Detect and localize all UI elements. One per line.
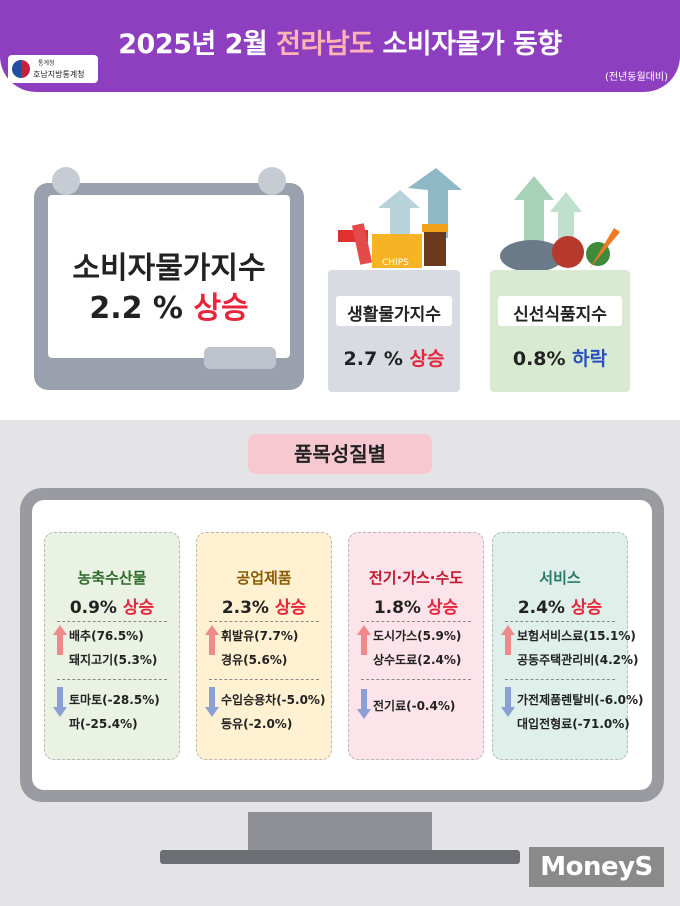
category-rate: 2.4% 상승 (493, 593, 627, 618)
up-arrow-icon (357, 625, 371, 659)
cpi-value: 2.2 % 상승 (34, 283, 304, 327)
living-index-bag: 생활물가지수 2.7 % 상승 (328, 270, 460, 392)
goods-illustration: CHIPS (338, 168, 462, 268)
living-index-label: 생활물가지수 (347, 305, 441, 325)
fresh-food-index-label: 신선식품지수 (513, 305, 607, 325)
rising-item: 보험서비스료(15.1%) (517, 629, 636, 643)
board-screen (48, 195, 290, 358)
falling-item: 대입전형료(-71.0%) (517, 717, 630, 731)
falling-item: 파(-25.4%) (69, 717, 138, 731)
rising-item: 도시가스(5.9%) (373, 629, 462, 643)
svg-text:CHIPS: CHIPS (382, 258, 409, 268)
living-index-direction: 상승 (409, 348, 445, 370)
down-arrow-icon (357, 689, 371, 723)
category-direction: 상승 (426, 598, 459, 618)
category-direction: 상승 (122, 598, 155, 618)
falling-item: 전기료(-0.4%) (373, 699, 456, 713)
dashed-divider (209, 621, 319, 622)
org-name: 호남지방통계청 (33, 70, 85, 79)
cpi-board: 소비자물가지수 2.2 % 상승 (34, 167, 304, 390)
fresh-food-illustration (500, 176, 620, 272)
board-tray (204, 347, 276, 369)
comparison-note: (전년동월대비) (604, 72, 668, 83)
category-rate-value: 0.9% (69, 598, 123, 618)
title-region: 전라남도 (276, 29, 374, 60)
rising-item: 휘발유(7.7%) (221, 629, 299, 643)
category-rate-value: 1.8% (373, 598, 427, 618)
cpi-label: 소비자물가지수 (72, 251, 266, 286)
rising-item: 배추(76.5%) (69, 629, 144, 643)
category-name: 농축수산물 (77, 569, 147, 587)
dashed-divider (57, 679, 167, 680)
down-arrow-icon (53, 687, 67, 721)
rising-item: 상수도료(2.4%) (373, 653, 462, 667)
rising-item: 경유(5.6%) (221, 653, 288, 667)
down-arrow-icon (501, 687, 515, 721)
dashed-divider (361, 679, 471, 680)
fresh-food-index-rate: 0.8% (512, 348, 566, 370)
fresh-food-index-bag: 신선식품지수 0.8% 하락 (490, 270, 630, 392)
category-rate-value: 2.3% (221, 598, 275, 618)
falling-item: 토마토(-28.5%) (69, 693, 160, 707)
cpi-rate: 2.2 % (89, 291, 183, 326)
dashed-divider (209, 679, 319, 680)
cpi-direction: 상승 (193, 291, 249, 326)
up-arrow-icon (53, 625, 67, 659)
org-logo: 통계청 호남지방통계청 (8, 55, 98, 83)
rising-item: 돼지고기(5.3%) (69, 653, 158, 667)
category-rate: 2.3% 상승 (197, 593, 331, 618)
board-hook-icon (52, 167, 80, 195)
living-index-value: 2.7 % 상승 (328, 344, 460, 371)
category-direction: 상승 (570, 598, 603, 618)
category-rate-value: 2.4% (517, 598, 571, 618)
category-name: 공업제품 (236, 569, 292, 587)
dashed-divider (505, 621, 615, 622)
page-title: 2025년 2월 전라남도 소비자물가 동향 (0, 22, 680, 61)
falling-item: 등유(-2.0%) (221, 717, 293, 731)
dashed-divider (505, 679, 615, 680)
falling-item: 수입승용차(-5.0%) (221, 693, 326, 707)
monitor-stand (248, 812, 432, 854)
title-date: 2025년 2월 (118, 29, 268, 60)
category-direction: 상승 (274, 598, 307, 618)
up-arrow-icon (501, 625, 515, 659)
living-index-rate: 2.7 % (343, 348, 403, 370)
org-small-label: 통계청 (38, 60, 55, 67)
fresh-food-index-direction: 하락 (572, 348, 608, 370)
up-arrow-icon (205, 625, 219, 659)
category-rate: 1.8% 상승 (349, 593, 483, 618)
falling-item: 가전제품렌탈비(-6.0%) (517, 693, 644, 707)
header-banner: 2025년 2월 전라남도 소비자물가 동향 통계청 호남지방통계청 (전년동월… (0, 0, 680, 92)
moneys-watermark: MoneyS (529, 847, 664, 887)
category-name: 전기·가스·수도 (368, 569, 464, 587)
rising-item: 공동주택관리비(4.2%) (517, 653, 639, 667)
category-section-title: 품목성질별 (248, 434, 432, 474)
fresh-label-box (498, 296, 622, 326)
title-subject: 소비자물가 동향 (382, 29, 562, 60)
dashed-divider (57, 621, 167, 622)
category-rate: 0.9% 상승 (45, 593, 179, 618)
taeguk-emblem-icon (12, 60, 30, 78)
category-name: 서비스 (539, 569, 581, 587)
fresh-food-index-value: 0.8% 하락 (490, 344, 630, 371)
monitor-base (160, 850, 520, 864)
dashed-divider (361, 621, 471, 622)
living-label-box (336, 296, 452, 326)
board-hook-icon (258, 167, 286, 195)
down-arrow-icon (205, 687, 219, 721)
